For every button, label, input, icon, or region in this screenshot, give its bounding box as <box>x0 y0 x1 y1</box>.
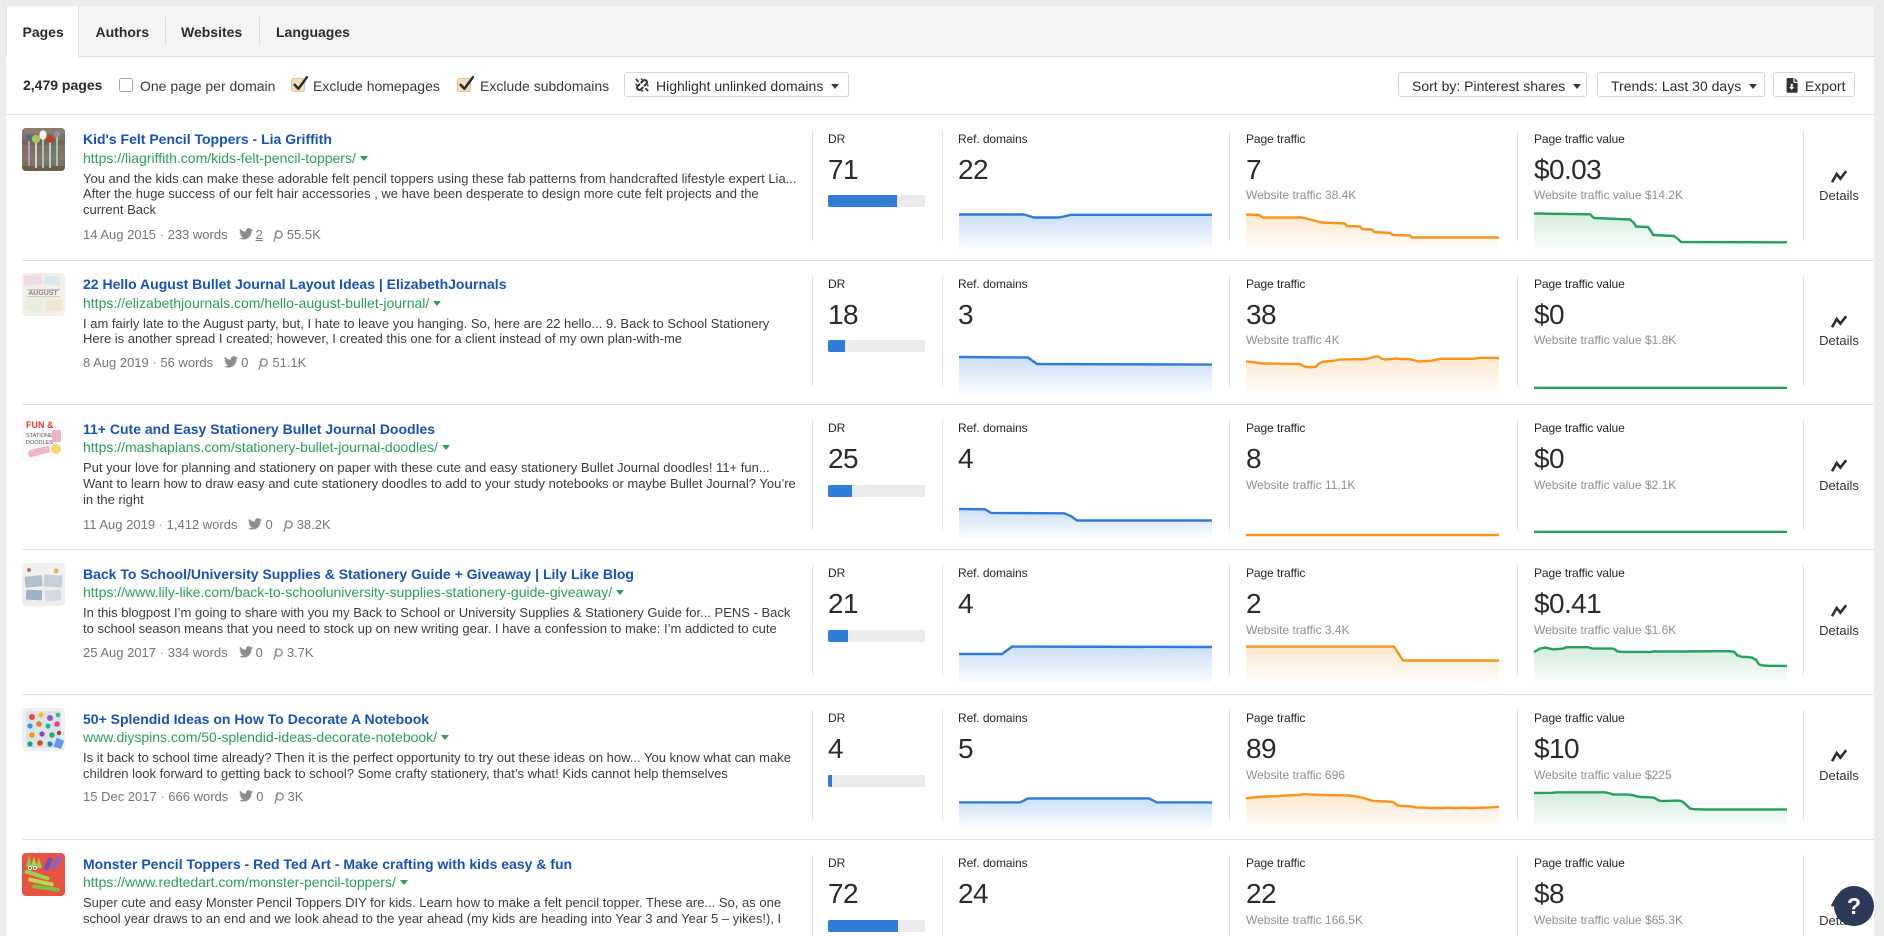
svg-text:STATIONERY: STATIONERY <box>26 433 61 439</box>
svg-text:AUGUST: AUGUST <box>28 290 58 297</box>
svg-text:DOODLES: DOODLES <box>26 440 53 446</box>
svg-text:FUN &: FUN & <box>26 420 54 430</box>
